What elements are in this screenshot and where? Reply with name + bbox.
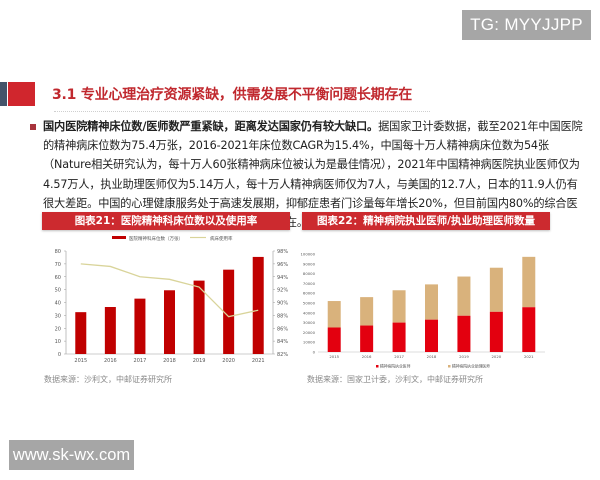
legend-assistant-swatch (448, 365, 451, 368)
y-axis-tick: 50000 (303, 301, 316, 306)
right-axis-tick: 84% (277, 339, 288, 345)
y-axis-tick: 90000 (303, 261, 316, 266)
x-axis-tick: 2019 (193, 358, 206, 362)
bar-physicians (457, 315, 471, 352)
bar-assistant-physicians (522, 256, 536, 308)
left-axis-tick: 20 (55, 326, 61, 332)
bar-assistant-physicians (392, 290, 406, 323)
y-axis-tick: 30000 (303, 320, 316, 325)
bar-assistant-physicians (425, 284, 438, 320)
bar-physicians (327, 327, 341, 352)
y-axis-tick: 40000 (303, 310, 316, 315)
y-axis-tick: 70000 (303, 281, 316, 286)
bar-beds (164, 290, 175, 354)
left-axis-tick: 50 (55, 288, 61, 294)
right-axis-tick: 92% (277, 288, 288, 294)
lead-sentence: 国内医院精神床位数/医师数严重紧缺，距离发达国家仍有较大缺口。 (43, 120, 379, 133)
x-axis-tick: 2020 (222, 358, 235, 362)
bar-physicians (360, 325, 374, 352)
left-axis-tick: 30 (55, 313, 61, 319)
right-axis-tick: 88% (277, 313, 288, 319)
left-axis-tick: 70 (55, 262, 61, 268)
left-axis-tick: 0 (58, 352, 61, 358)
legend-physicians-swatch (376, 365, 379, 368)
section-marker-accent (8, 82, 35, 106)
bar-beds (223, 269, 235, 354)
y-axis-tick: 10000 (303, 340, 316, 345)
bar-physicians (522, 307, 536, 352)
x-axis-tick: 2015 (329, 354, 339, 359)
figure-22-header: 图表22：精神病院执业医师/执业助理医师数量 (302, 212, 550, 230)
legend-bar-label: 医院精神科床位数（万张） (129, 235, 183, 242)
bar-physicians (489, 311, 503, 352)
left-axis-tick: 40 (55, 301, 61, 307)
x-axis-tick: 2017 (394, 354, 404, 359)
bar-assistant-physicians (327, 301, 341, 328)
bar-beds (104, 307, 116, 354)
bar-assistant-physicians (360, 297, 374, 326)
left-axis-tick: 60 (55, 275, 61, 281)
x-axis-tick: 2021 (524, 354, 534, 359)
right-axis-tick: 94% (277, 275, 288, 281)
x-axis-tick: 2017 (134, 358, 147, 362)
watermark-bottom: www.sk-wx.com (9, 440, 134, 470)
legend-bar-swatch (112, 236, 126, 239)
y-axis-tick: 80000 (303, 271, 316, 276)
right-axis-tick: 96% (277, 262, 288, 268)
x-axis-tick: 2016 (104, 358, 117, 362)
section-marker-secondary (0, 82, 7, 106)
legend-physicians-label: 精神病院执业医师 (380, 364, 411, 369)
x-axis-tick: 2018 (427, 354, 437, 359)
section-divider (54, 111, 430, 112)
right-axis-tick: 90% (277, 301, 288, 307)
bar-physicians (425, 319, 438, 352)
right-axis-tick: 82% (277, 352, 288, 358)
legend-assistant-label: 精神病院执业助理医师 (452, 364, 490, 369)
chart-beds-usage: 医院精神科床位数（万张） 病床使用率 0 10 20 30 40 50 60 70 80 82% 84%… (55, 235, 289, 362)
x-axis-tick: 2016 (362, 354, 372, 359)
x-axis-tick: 2021 (252, 358, 265, 362)
bar-assistant-physicians (489, 267, 503, 312)
usage-rate-line (80, 263, 259, 318)
left-axis-tick: 80 (55, 249, 61, 255)
left-axis-tick: 10 (55, 339, 61, 345)
bullet-icon (30, 124, 36, 130)
y-axis-tick: 100000 (301, 252, 316, 257)
right-axis-tick: 86% (277, 326, 288, 332)
bar-beds (75, 312, 87, 354)
x-axis-tick: 2015 (74, 358, 87, 362)
bar-physicians (392, 322, 406, 352)
legend-line-label: 病床使用率 (210, 235, 233, 242)
watermark-top: TG: MYYJJPP (462, 10, 591, 40)
bar-beds (134, 298, 146, 354)
chart-physicians: 0 10000 20000 30000 40000 50000 60000 70000 8000… (301, 252, 545, 369)
bar-beds (252, 256, 264, 354)
y-axis-tick: 60000 (303, 291, 316, 296)
x-axis-tick: 2019 (459, 354, 469, 359)
x-axis-tick: 2020 (492, 354, 502, 359)
x-axis-tick: 2018 (163, 358, 176, 362)
bar-assistant-physicians (457, 276, 471, 316)
y-axis-tick: 0 (313, 350, 316, 355)
figure-21-header: 图表21：医院精神科床位数以及使用率 (42, 212, 290, 230)
section-title: 3.1 专业心理治疗资源紧缺，供需发展不平衡问题长期存在 (52, 87, 413, 103)
y-axis-tick: 20000 (303, 330, 316, 335)
figure-22-source: 数据来源：国家卫计委，沙利文，中邮证券研究所 (307, 375, 483, 384)
figure-21-source: 数据来源：沙利文，中邮证券研究所 (44, 375, 172, 384)
right-axis-tick: 98% (277, 249, 288, 255)
bar-beds (193, 280, 205, 354)
